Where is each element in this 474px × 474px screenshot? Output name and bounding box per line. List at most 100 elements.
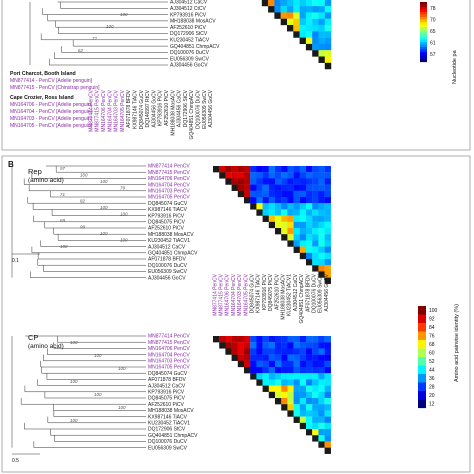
cp-cell: [275, 379, 282, 386]
rep-cell: [306, 172, 313, 179]
cp-cell: [293, 336, 300, 343]
a-cell: [324, 50, 332, 57]
rep-cell: [287, 178, 294, 185]
a-cell: [299, 37, 307, 45]
rep-cell: [275, 184, 282, 191]
cp-cell: [231, 336, 238, 343]
colorbar-tick: 44: [429, 368, 435, 374]
rep-cell: [262, 197, 269, 204]
aa-colorbar: 100 92 84 76 68 60 52 44 36 28 20 12: [418, 306, 438, 409]
rep-cell: [275, 178, 282, 185]
rep-cell: [318, 228, 325, 235]
rep-cell: [306, 252, 313, 260]
rep-cell: [287, 215, 294, 222]
rep-cell: [275, 221, 282, 229]
rep-cell: [268, 221, 276, 229]
cp-cell: [281, 385, 288, 392]
cp-cell: [306, 367, 313, 374]
a-cell: [324, 25, 332, 32]
rep-cell: [324, 277, 331, 284]
cp-cell: [312, 348, 319, 355]
bootstrap-value: 100: [60, 244, 68, 249]
cp-cell: [281, 367, 288, 374]
taxon-label: AF071878 BFDV: [148, 257, 186, 263]
taxon-label: KX987146 TiACV: [148, 207, 188, 213]
bootstrap-value: 100: [120, 212, 128, 217]
a-cell: [318, 25, 325, 32]
column-label: AF252610 PiCV: [274, 273, 280, 310]
rep-cell: [318, 178, 325, 185]
column-label: MN877415 PenCV: [95, 89, 101, 131]
rep-cell: [244, 172, 251, 179]
rep-cell: [306, 190, 313, 198]
rep-cell: [312, 215, 319, 222]
taxon-label: MN164705 PenCV: [148, 195, 190, 201]
a-cell: [324, 56, 332, 63]
rep-cell: [312, 172, 319, 179]
rep-cell: [281, 209, 288, 216]
colorbar-step: [420, 22, 427, 25]
column-label: MN164705 PenCV: [243, 273, 249, 315]
rep-cell: [312, 252, 319, 260]
cp-cell: [293, 379, 300, 386]
a-cell: [305, 0, 313, 7]
rep-cell: [281, 166, 288, 173]
rep-cell: [312, 221, 319, 229]
cp-cell: [250, 342, 257, 349]
cp-cell: [268, 373, 276, 380]
cp-cell: [318, 435, 325, 442]
cp-cell: [318, 379, 325, 386]
cp-cell: [287, 373, 294, 380]
rep-cell: [324, 228, 331, 235]
a-cell: [287, 25, 294, 32]
rep-cell: [318, 234, 325, 241]
column-label: DQ100076 DuCV: [312, 273, 318, 313]
colorbar-step: [418, 348, 426, 358]
taxon-label: KP793916 PiCV: [148, 213, 185, 219]
cp-cell: [306, 410, 313, 417]
taxon-label: AF252610 PiCV: [148, 402, 185, 408]
panel-a-colorbar: 78 70 65 61 57 100 100 72 62: [78, 2, 436, 63]
taxon-label: DQ845074 GuCV: [148, 201, 188, 207]
rep-cell: [293, 184, 300, 191]
cp-cell: [250, 360, 257, 368]
rep-cell: [250, 172, 257, 179]
cp-cell: [312, 404, 319, 411]
cp-cell: [275, 385, 282, 392]
a-cell: [287, 0, 294, 7]
cp-cell: [318, 410, 325, 417]
a-cell: [293, 31, 300, 38]
a-cell: [287, 18, 294, 26]
cp-cell: [237, 354, 245, 361]
taxon-label: AJ304512 CaCV: [148, 244, 186, 250]
cp-cell: [244, 336, 251, 343]
rep-cell: [324, 209, 331, 216]
a-cell: [312, 6, 319, 13]
rep-cell: [324, 271, 331, 278]
rep-cell: [324, 259, 331, 266]
cp-cell: [268, 348, 276, 355]
cp-cell: [262, 385, 269, 392]
cp-cell: [281, 391, 288, 399]
cp-cell: [324, 342, 331, 349]
cp-cell: [287, 342, 294, 349]
rep-cell: [250, 190, 257, 198]
cp-cell: [281, 342, 288, 349]
cp-cell: [324, 379, 331, 386]
rep-cell: [324, 234, 331, 241]
taxon-label: KU230452 TiACV1: [148, 421, 190, 427]
taxon-label: MH188038 MosACV: [148, 232, 194, 238]
a-cell: [299, 0, 307, 7]
rep-cell: [231, 166, 238, 173]
colorbar-tick: 61: [430, 41, 436, 47]
a-cell: [280, 0, 288, 7]
taxon-label: MN877415 PenCV: [148, 170, 190, 176]
column-label: AF071878 BFDV: [305, 273, 311, 311]
cp-cell: [306, 336, 313, 343]
rep-cell: [262, 209, 269, 216]
colorbar-step: [420, 32, 427, 35]
colorbar-tick: 28: [429, 385, 435, 391]
cp-cell: [281, 360, 288, 368]
a-cell: [305, 31, 313, 38]
cp-cell: [306, 379, 313, 386]
